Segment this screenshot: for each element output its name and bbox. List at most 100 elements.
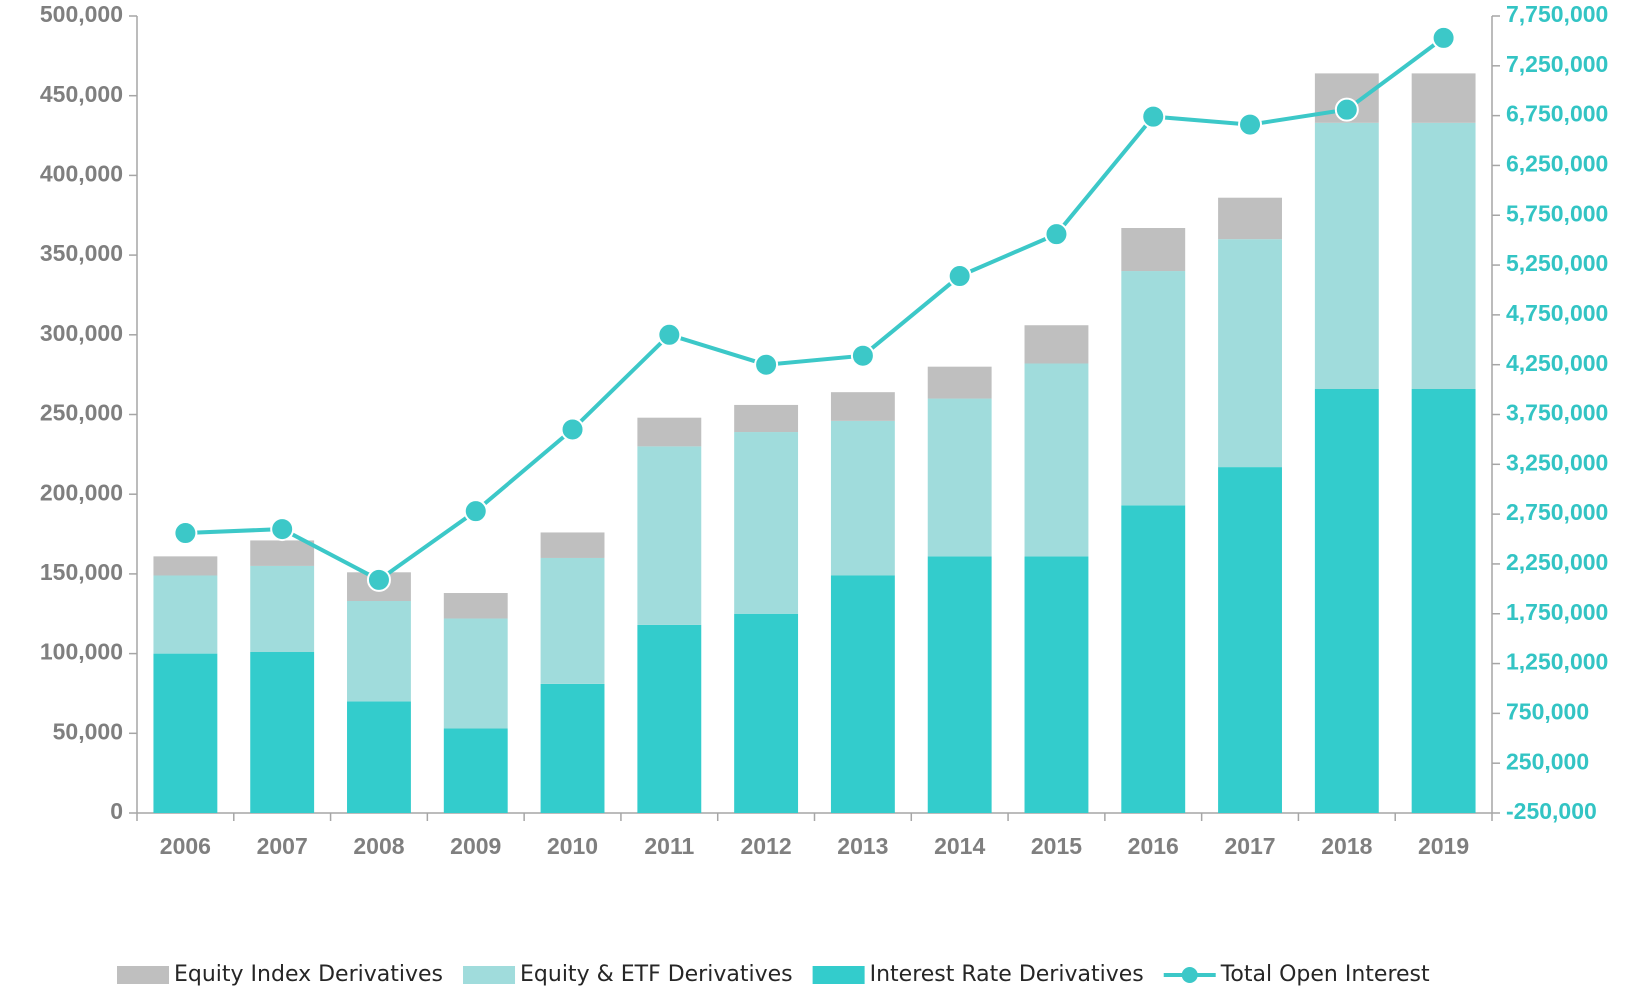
bar-segment [347, 600, 411, 702]
x-tick-label: 2015 [1031, 833, 1082, 859]
bar-segment [540, 683, 605, 813]
bar-segment [734, 404, 799, 433]
bar-segment [637, 446, 702, 625]
y-tick-label: 150,000 [40, 559, 123, 585]
legend-label: Interest Rate Derivatives [870, 962, 1144, 987]
bar-segment [1024, 325, 1089, 364]
bar-segment [1411, 388, 1476, 813]
y2-tick-label: 5,750,000 [1506, 200, 1608, 226]
line-marker [947, 264, 972, 289]
y2-tick-label: 250,000 [1506, 748, 1589, 774]
line-marker [270, 517, 295, 542]
bar-segment [1218, 239, 1282, 468]
bar-segment [1314, 122, 1379, 389]
bar-segment [734, 432, 799, 614]
y-tick-label: 100,000 [40, 639, 123, 665]
legend-label: Equity & ETF Derivatives [520, 962, 793, 987]
x-tick-label: 2007 [257, 833, 308, 859]
bar-segment [443, 728, 508, 813]
x-tick-label: 2008 [353, 833, 404, 859]
y2-tick-label: -250,000 [1506, 798, 1597, 824]
bar-segment [927, 556, 992, 813]
y-tick-label: 450,000 [40, 81, 123, 107]
x-tick-label: 2018 [1321, 833, 1372, 859]
bar-segment [347, 701, 411, 813]
y-tick-label: 350,000 [40, 240, 123, 266]
y2-tick-label: 1,250,000 [1506, 649, 1608, 675]
y2-tick-label: 3,250,000 [1506, 449, 1608, 475]
line-marker [560, 417, 585, 442]
y-tick-label: 200,000 [40, 479, 123, 505]
bar-segment [927, 366, 992, 399]
legend-label: Total Open Interest [1220, 962, 1430, 987]
bar-segment [830, 392, 895, 421]
line-marker [463, 499, 488, 524]
bar-segment [153, 575, 218, 654]
bar-segment [1314, 388, 1379, 813]
y2-tick-label: 5,250,000 [1506, 250, 1608, 276]
y2-tick-label: 4,250,000 [1506, 350, 1608, 376]
bar-segment [1218, 467, 1282, 813]
bar-segment [1411, 122, 1476, 389]
bar-segment [927, 398, 992, 557]
x-tick-label: 2012 [741, 833, 792, 859]
bar-segment [1024, 363, 1089, 557]
x-tick-label: 2014 [934, 833, 985, 859]
line-marker [1334, 97, 1359, 122]
line-marker [173, 521, 198, 546]
bar-segment [1411, 73, 1476, 123]
x-tick-label: 2011 [644, 833, 694, 859]
bar-segment [153, 556, 218, 576]
y2-tick-label: 7,250,000 [1506, 51, 1608, 77]
y-tick-label: 500,000 [40, 1, 123, 27]
bar-segment [443, 618, 508, 729]
line [185, 36, 1445, 583]
line-marker [850, 343, 875, 368]
y2-tick-label: 750,000 [1506, 698, 1589, 724]
bar-segment [1024, 556, 1089, 813]
legend-label: Equity Index Derivatives [174, 962, 443, 987]
line-marker [366, 567, 391, 592]
y2-tick-label: 1,750,000 [1506, 599, 1608, 625]
bar-segment [1218, 197, 1282, 240]
bar-segment [830, 420, 895, 576]
legend-swatch [812, 966, 865, 984]
y2-tick-label: 7,750,000 [1506, 1, 1608, 27]
y2-tick-label: 6,250,000 [1506, 151, 1608, 177]
line-marker [1238, 112, 1263, 137]
bar-segment [830, 575, 895, 813]
line-marker [1431, 25, 1456, 50]
bar-segment [250, 565, 315, 653]
line-marker [754, 352, 779, 377]
legend-marker [1181, 967, 1198, 983]
line-marker [657, 322, 682, 347]
y2-tick-label: 3,750,000 [1506, 400, 1608, 426]
bar-segment [250, 540, 315, 566]
bar-segment [637, 624, 702, 813]
line-marker [1044, 222, 1069, 247]
y-tick-label: 0 [110, 798, 123, 824]
x-tick-label: 2009 [450, 833, 501, 859]
x-tick-label: 2006 [160, 833, 211, 859]
bar-segment [153, 653, 218, 813]
y2-tick-label: 2,250,000 [1506, 549, 1608, 575]
line-marker [1141, 104, 1166, 129]
y-tick-label: 400,000 [40, 160, 123, 186]
bar-segment [540, 532, 605, 558]
x-tick-label: 2013 [837, 833, 888, 859]
bar-segment [734, 613, 799, 813]
legend-swatch [117, 966, 169, 984]
y2-tick-label: 2,750,000 [1506, 499, 1608, 525]
bar-segment [1121, 228, 1186, 272]
x-tick-label: 2019 [1418, 833, 1469, 859]
y2-tick-label: 6,750,000 [1506, 101, 1608, 127]
x-tick-label: 2016 [1128, 833, 1179, 859]
bar-segment [1121, 271, 1186, 506]
bar-segment [443, 593, 508, 619]
bar-segment [250, 652, 315, 813]
y-tick-label: 300,000 [40, 320, 123, 346]
x-tick-label: 2010 [547, 833, 598, 859]
legend-swatch [463, 966, 516, 984]
bar-segment [540, 557, 605, 684]
